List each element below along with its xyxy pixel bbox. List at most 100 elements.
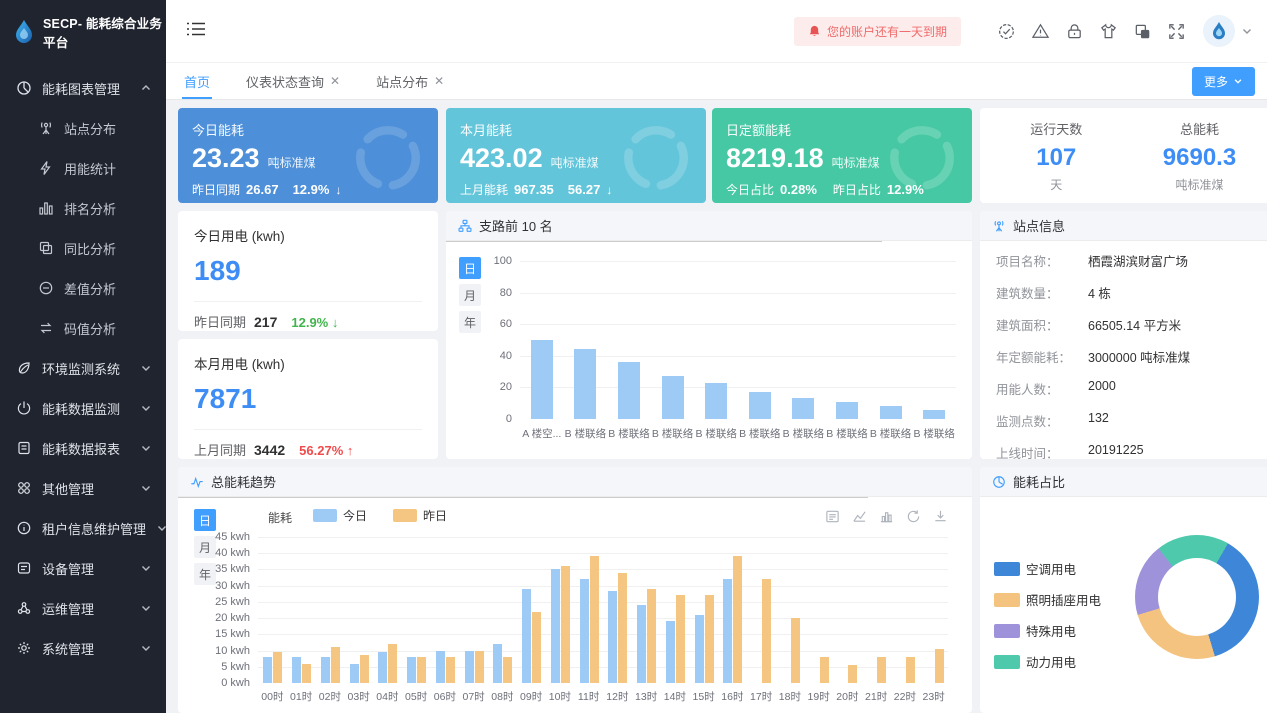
bar[interactable] [522, 588, 532, 683]
bar[interactable] [792, 398, 815, 419]
bar[interactable] [378, 652, 388, 683]
sidebar-item-ops-management[interactable]: 运维管理 [0, 588, 166, 628]
fullscreen-icon[interactable] [1159, 14, 1193, 48]
sidebar-item-energy-data-report[interactable]: 能耗数据报表 [0, 428, 166, 468]
legend-ac-power[interactable]: 空调用电 [994, 559, 1101, 578]
warning-triangle-icon[interactable] [1023, 14, 1057, 48]
bar[interactable] [762, 579, 772, 683]
sidebar-item-other-management[interactable]: 其他管理 [0, 468, 166, 508]
bar[interactable] [790, 618, 800, 683]
bar[interactable] [417, 657, 427, 683]
bar[interactable] [560, 566, 570, 683]
bar[interactable] [474, 650, 484, 683]
tab-home[interactable]: 首页 [166, 63, 228, 99]
legend-lighting-socket-power[interactable]: 照明插座用电 [994, 590, 1101, 609]
sidebar-item-tenant-info-management[interactable]: 租户信息维护管理 [0, 508, 167, 548]
sidebar-item-ranking-analysis[interactable]: 排名分析 [0, 188, 166, 228]
bar[interactable] [359, 655, 369, 683]
bar[interactable] [302, 663, 312, 683]
legend-special-power[interactable]: 特殊用电 [994, 621, 1101, 640]
bar[interactable] [273, 652, 283, 683]
bar[interactable] [923, 409, 946, 419]
bar[interactable] [836, 401, 858, 419]
legend-today[interactable]: 今日 [313, 507, 367, 524]
range-year-button[interactable]: 年 [459, 311, 481, 333]
bar[interactable] [934, 648, 944, 683]
bar[interactable] [320, 657, 330, 683]
lock-icon[interactable] [1057, 14, 1091, 48]
bar[interactable] [748, 392, 771, 419]
bar[interactable] [705, 382, 728, 419]
tab-site-distribution[interactable]: 站点分布 ✕ [358, 63, 462, 99]
bar[interactable] [618, 572, 628, 683]
sidebar-item-system-management[interactable]: 系统管理 [0, 628, 166, 668]
bar[interactable] [723, 579, 733, 683]
bar-chart-icon[interactable] [879, 509, 894, 524]
range-day-button[interactable]: 日 [194, 509, 216, 531]
user-menu-chevron-icon[interactable] [1241, 25, 1253, 37]
bar[interactable] [574, 349, 597, 419]
sidebar-item-yoy-analysis[interactable]: 同比分析 [0, 228, 166, 268]
bar[interactable] [589, 556, 599, 683]
bar[interactable] [407, 657, 417, 683]
bar[interactable] [388, 644, 398, 683]
range-month-button[interactable]: 月 [194, 536, 216, 558]
bar[interactable] [819, 657, 829, 683]
legend-yesterday[interactable]: 昨日 [393, 507, 447, 524]
bar[interactable] [877, 657, 887, 683]
bar[interactable] [330, 647, 340, 683]
legend-dynamic-power[interactable]: 动力用电 [994, 652, 1101, 671]
audit-seal-icon[interactable] [989, 14, 1023, 48]
bar[interactable] [879, 406, 902, 419]
download-icon[interactable] [933, 509, 948, 524]
bar[interactable] [637, 605, 647, 683]
bar[interactable] [263, 657, 273, 683]
bar[interactable] [661, 376, 684, 419]
bar[interactable] [503, 657, 513, 683]
donut-ring[interactable] [1135, 535, 1259, 659]
bar[interactable] [579, 579, 589, 683]
bar[interactable] [665, 621, 675, 683]
bar[interactable] [550, 569, 560, 683]
bar[interactable] [532, 611, 542, 683]
bar[interactable] [848, 665, 858, 683]
bar[interactable] [435, 650, 445, 683]
sidebar-item-code-value-analysis[interactable]: 码值分析 [0, 308, 166, 348]
bar[interactable] [493, 644, 503, 683]
collapse-menu-icon[interactable] [186, 20, 206, 43]
theme-shirt-icon[interactable] [1091, 14, 1125, 48]
sidebar-item-energy-charts[interactable]: 能耗图表管理 [0, 68, 166, 108]
bar[interactable] [292, 657, 302, 683]
data-view-icon[interactable] [825, 509, 840, 524]
line-chart-icon[interactable] [852, 509, 867, 524]
restore-icon[interactable] [906, 509, 921, 524]
account-expiry-notice[interactable]: 您的账户还有一天到期 [793, 16, 961, 46]
bar[interactable] [445, 657, 455, 683]
copy-layers-icon[interactable] [1125, 14, 1159, 48]
bar[interactable] [349, 663, 359, 683]
tab-meter-status[interactable]: 仪表状态查询 ✕ [228, 63, 358, 99]
sidebar-item-energy-usage-stats[interactable]: 用能统计 [0, 148, 166, 188]
sidebar-item-device-management[interactable]: 设备管理 [0, 548, 166, 588]
sidebar-item-energy-data-monitoring[interactable]: 能耗数据监测 [0, 388, 166, 428]
bar[interactable] [675, 595, 685, 683]
sidebar-item-difference-analysis[interactable]: 差值分析 [0, 268, 166, 308]
bar[interactable] [905, 657, 915, 683]
more-tabs-button[interactable]: 更多 [1191, 66, 1255, 96]
bar[interactable] [704, 595, 714, 683]
close-icon[interactable]: ✕ [330, 74, 341, 88]
bar[interactable] [530, 340, 553, 419]
sidebar-item-site-distribution[interactable]: 站点分布 [0, 108, 166, 148]
bar[interactable] [464, 650, 474, 683]
range-month-button[interactable]: 月 [459, 284, 481, 306]
bar[interactable] [618, 362, 640, 419]
range-day-button[interactable]: 日 [459, 257, 481, 279]
user-avatar[interactable] [1203, 15, 1235, 47]
bar[interactable] [733, 556, 743, 683]
bar[interactable] [647, 588, 657, 683]
range-year-button[interactable]: 年 [194, 563, 216, 585]
bar[interactable] [694, 614, 704, 683]
bar[interactable] [608, 590, 618, 683]
sidebar-item-environment-monitoring[interactable]: 环境监测系统 [0, 348, 166, 388]
close-icon[interactable]: ✕ [434, 74, 445, 88]
